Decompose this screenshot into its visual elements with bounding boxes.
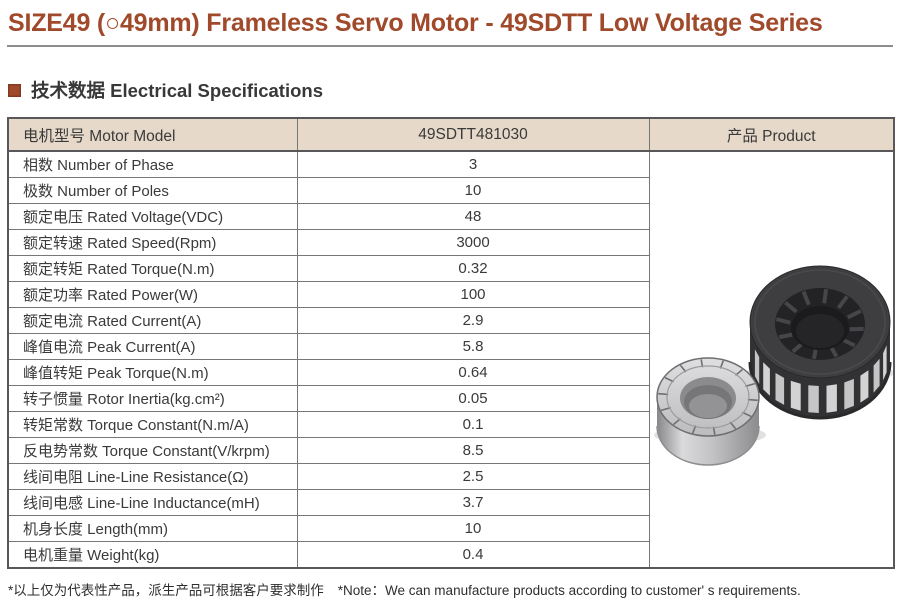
spec-label: 额定电流 Rated Current(A) (8, 308, 297, 334)
spec-value: 3000 (297, 230, 649, 256)
spec-label: 线间电阻 Line-Line Resistance(Ω) (8, 464, 297, 490)
spec-label: 峰值转矩 Peak Torque(N.m) (8, 360, 297, 386)
spec-value: 48 (297, 204, 649, 230)
header-motor-model: 电机型号 Motor Model (8, 118, 297, 151)
spec-value: 8.5 (297, 438, 649, 464)
spec-value: 100 (297, 282, 649, 308)
section-bullet-square-icon (8, 84, 21, 97)
spec-value: 3.7 (297, 490, 649, 516)
spec-value: 0.64 (297, 360, 649, 386)
spec-label: 额定转矩 Rated Torque(N.m) (8, 256, 297, 282)
spec-label: 线间电感 Line-Line Inductance(mH) (8, 490, 297, 516)
footer-note-en: *Note：We can manufacture products accord… (338, 579, 801, 599)
spec-value: 0.05 (297, 386, 649, 412)
spec-value: 10 (297, 178, 649, 204)
footer-note-cn: *以上仅为代表性产品，派生产品可根据客户要求制作 (8, 579, 324, 599)
spec-value: 5.8 (297, 334, 649, 360)
spec-label: 峰值电流 Peak Current(A) (8, 334, 297, 360)
footer-note: *以上仅为代表性产品，派生产品可根据客户要求制作 *Note：We can ma… (8, 579, 893, 599)
header-model-number: 49SDTT481030 (297, 118, 649, 151)
spec-value: 3 (297, 151, 649, 178)
spec-label: 电机重量 Weight(kg) (8, 542, 297, 569)
spec-label: 反电势常数 Torque Constant(V/krpm) (8, 438, 297, 464)
spec-value: 0.4 (297, 542, 649, 569)
page-title: SIZE49 (○49mm) Frameless Servo Motor - 4… (8, 8, 893, 38)
section-header: 技术数据 Electrical Specifications (8, 77, 893, 103)
header-product: 产品 Product (649, 118, 894, 151)
product-cell (649, 151, 894, 568)
section-heading: 技术数据 Electrical Specifications (31, 77, 323, 103)
spec-label: 额定转速 Rated Speed(Rpm) (8, 230, 297, 256)
spec-label: 额定电压 Rated Voltage(VDC) (8, 204, 297, 230)
table-header-row: 电机型号 Motor Model 49SDTT481030 产品 Product (8, 118, 894, 151)
spec-label: 相数 Number of Phase (8, 151, 297, 178)
title-divider-rule (7, 45, 893, 47)
spec-label: 额定功率 Rated Power(W) (8, 282, 297, 308)
spec-label: 转子惯量 Rotor Inertia(kg.cm²) (8, 386, 297, 412)
electrical-specifications-table: 电机型号 Motor Model 49SDTT481030 产品 Product… (7, 117, 895, 569)
spec-value: 2.9 (297, 308, 649, 334)
spec-label: 极数 Number of Poles (8, 178, 297, 204)
spec-value: 2.5 (297, 464, 649, 490)
spec-value: 10 (297, 516, 649, 542)
motor-product-photo (650, 160, 893, 560)
spec-value: 0.1 (297, 412, 649, 438)
spec-row: 相数 Number of Phase 3 (8, 151, 894, 178)
spec-value: 0.32 (297, 256, 649, 282)
spec-label: 转矩常数 Torque Constant(N.m/A) (8, 412, 297, 438)
spec-label: 机身长度 Length(mm) (8, 516, 297, 542)
